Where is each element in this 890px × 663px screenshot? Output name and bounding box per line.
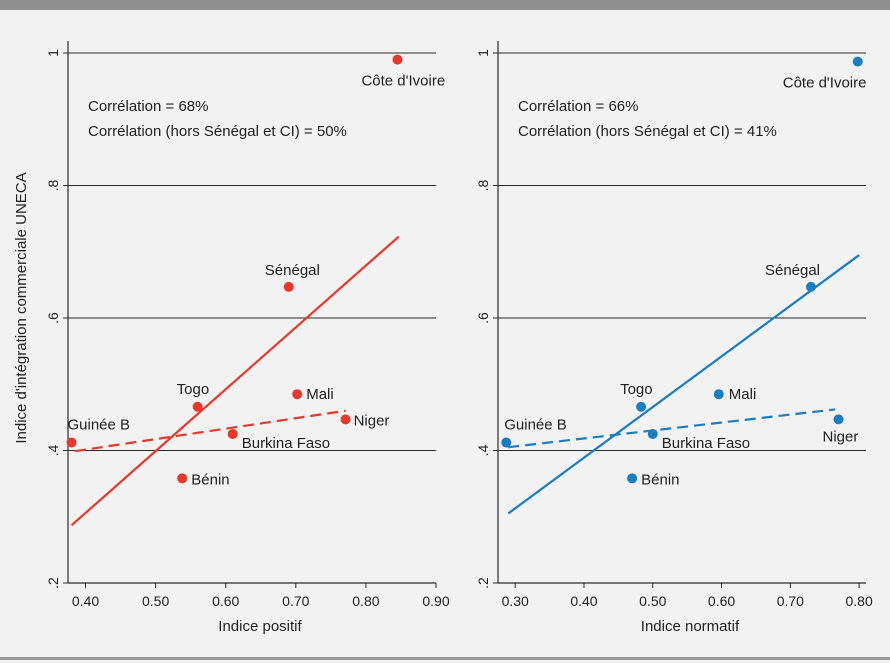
y-tick-label: .2 <box>45 577 61 589</box>
point-label: Guinée B <box>504 417 567 434</box>
data-point <box>192 401 203 412</box>
correlation-annotation: Corrélation (hors Sénégal et CI) = 50% <box>88 123 347 140</box>
x-tick-label: 0.80 <box>845 593 872 609</box>
data-point <box>636 401 647 412</box>
x-tick-label: 0.70 <box>777 593 804 609</box>
point-label: Mali <box>729 386 757 403</box>
correlation-annotation: Corrélation = 66% <box>518 98 638 115</box>
x-axis-title: Indice normatif <box>641 618 740 635</box>
data-point <box>627 473 638 484</box>
data-point <box>392 54 403 65</box>
data-point <box>713 389 724 400</box>
data-point <box>833 414 844 425</box>
correlation-annotation: Corrélation (hors Sénégal et CI) = 41% <box>518 123 777 140</box>
y-tick-label: 1 <box>45 49 61 57</box>
point-label: Togo <box>620 381 653 398</box>
y-tick-label: .8 <box>45 179 61 191</box>
top-rule <box>0 0 890 10</box>
data-point <box>647 428 658 439</box>
fit-line <box>507 254 860 515</box>
fit-line-excl <box>508 408 836 449</box>
point-label: Bénin <box>191 471 229 488</box>
point-label: Mali <box>306 386 334 403</box>
point-label: Niger <box>354 412 390 429</box>
x-tick-label: 0.60 <box>708 593 735 609</box>
y-tick-label: .8 <box>475 179 491 191</box>
point-label: Sénégal <box>265 262 320 279</box>
point-label: Côte d'Ivoire <box>361 73 445 90</box>
point-label: Bénin <box>641 471 679 488</box>
point-label: Guinée B <box>68 417 131 434</box>
data-point <box>66 437 77 448</box>
data-point <box>292 389 303 400</box>
point-label: Togo <box>177 381 210 398</box>
x-tick-label: 0.40 <box>72 593 99 609</box>
y-tick-label: .4 <box>45 444 61 456</box>
x-tick-label: 0.80 <box>352 593 379 609</box>
x-tick-label: 0.50 <box>639 593 666 609</box>
data-point <box>177 473 188 484</box>
y-tick-label: .2 <box>475 577 491 589</box>
point-label: Niger <box>822 428 858 445</box>
data-point <box>852 56 863 67</box>
x-tick-label: 0.90 <box>422 593 449 609</box>
x-tick-label: 0.40 <box>570 593 597 609</box>
data-point <box>283 281 294 292</box>
x-tick-label: 0.70 <box>282 593 309 609</box>
x-axis-title: Indice positif <box>218 618 302 635</box>
y-tick-label: .6 <box>475 312 491 324</box>
y-tick-label: .6 <box>45 312 61 324</box>
point-label: Côte d'Ivoire <box>783 75 867 92</box>
point-label: Burkina Faso <box>662 435 750 452</box>
fit-line-excl <box>74 409 346 453</box>
y-tick-label: 1 <box>475 49 491 57</box>
x-tick-label: 0.50 <box>142 593 169 609</box>
y-axis-title: Indice d'intégration commerciale UNECA <box>13 172 30 443</box>
data-point <box>805 281 816 292</box>
chart-panel-1: .2 .4 .6 .8 1 0.40 0.50 0.60 0.70 0.80 0.90 Indice … <box>13 41 450 635</box>
point-label: Sénégal <box>765 262 820 279</box>
x-tick-label: 0.60 <box>212 593 239 609</box>
data-point <box>227 428 238 439</box>
fit-line <box>70 235 400 527</box>
point-label: Burkina Faso <box>242 435 330 452</box>
data-point <box>501 437 512 448</box>
y-tick-label: .4 <box>475 444 491 456</box>
chart-panel-2: .2 .4 .6 .8 1 0.30 0.40 0.50 0.60 0.70 0.80 Indice … <box>475 41 873 635</box>
x-tick-label: 0.30 <box>502 593 529 609</box>
bottom-rule <box>0 657 890 660</box>
correlation-annotation: Corrélation = 68% <box>88 98 208 115</box>
data-point <box>340 414 351 425</box>
